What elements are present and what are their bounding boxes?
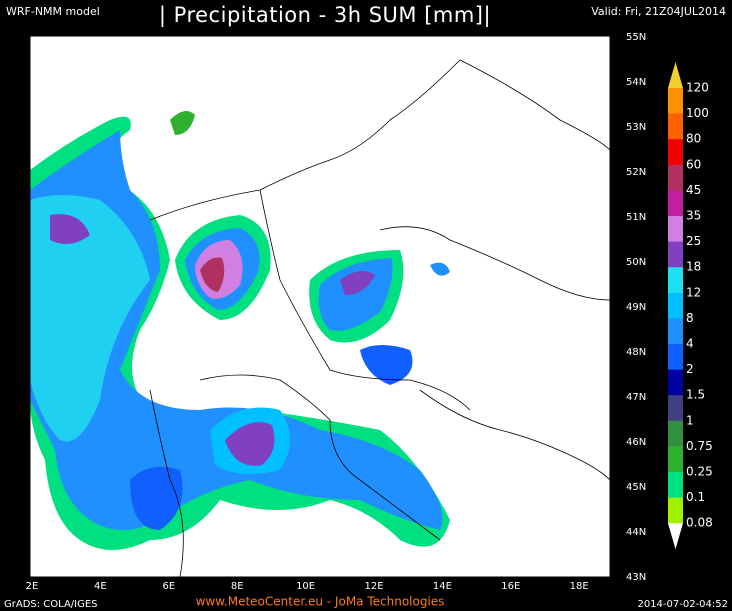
- legend-label: 35: [686, 209, 701, 223]
- longitude-label: 12E: [364, 581, 383, 592]
- latitude-label: 45N: [626, 482, 646, 493]
- legend-label: 0.75: [686, 439, 713, 453]
- legend-swatch: [668, 216, 683, 243]
- longitude-label: 18E: [570, 581, 589, 592]
- border: [149, 59, 610, 221]
- legend-swatch: [668, 369, 683, 396]
- legend-label: 1: [686, 413, 694, 427]
- latitude-label: 47N: [626, 392, 646, 403]
- model-label: WRF-NMM model: [6, 5, 100, 18]
- latitude-label: 46N: [626, 437, 646, 448]
- precip-area: [130, 466, 183, 530]
- latitude-label: 49N: [626, 302, 646, 313]
- precip-area: [30, 130, 443, 530]
- precip-area: [340, 271, 375, 295]
- legend-swatch: [668, 497, 683, 524]
- legend-swatch: [668, 113, 683, 140]
- latitude-label: 53N: [626, 122, 646, 133]
- legend-swatch: [668, 344, 683, 371]
- longitude-label: 10E: [296, 581, 315, 592]
- longitude-label: 4E: [94, 581, 107, 592]
- precip-area: [30, 195, 150, 442]
- legend-swatch: [668, 241, 683, 268]
- longitude-label: 16E: [501, 581, 520, 592]
- map-frame: [29, 35, 611, 578]
- precip-area: [170, 111, 195, 135]
- legend-swatch: [668, 267, 683, 294]
- latitude-label: 48N: [626, 347, 646, 358]
- legend-swatch: [668, 292, 683, 319]
- timestamp: 2014-07-02-04:52: [637, 599, 728, 610]
- map-area: [30, 36, 610, 577]
- legend-label: 1.5: [686, 388, 705, 402]
- legend-swatch: [668, 446, 683, 473]
- legend-label: 80: [686, 132, 701, 146]
- precip-area: [430, 262, 450, 276]
- legend-label: 120: [686, 81, 709, 95]
- latitude-label: 50N: [626, 257, 646, 268]
- map-title: | Precipitation - 3h SUM [mm]|: [159, 3, 491, 28]
- legend-arrow: [668, 523, 683, 550]
- legend-label: 8: [686, 311, 694, 325]
- legend-label: 2: [686, 362, 694, 376]
- precip-area: [50, 214, 90, 244]
- legend-label: 0.1: [686, 490, 705, 504]
- valid-time: Valid: Fri, 21Z04JUL2014: [591, 5, 726, 18]
- longitude-label: 6E: [162, 581, 175, 592]
- legend-label: 45: [686, 183, 701, 197]
- legend-label: 0.25: [686, 465, 713, 479]
- legend-label: 100: [686, 106, 709, 120]
- latitude-label: 43N: [626, 572, 646, 583]
- longitude-label: 2E: [26, 581, 39, 592]
- latitude-labels: 55N 54N 53N 52N 51N 50N 49N 48N 47N 46N 45N 44N 43N: [626, 32, 646, 583]
- legend-label: 25: [686, 234, 701, 248]
- country-borders: [149, 59, 610, 577]
- legend-swatch: [668, 420, 683, 447]
- legend-swatch: [668, 472, 683, 499]
- longitude-label: 14E: [433, 581, 452, 592]
- legend-label: 0.08: [686, 516, 713, 530]
- latitude-label: 44N: [626, 527, 646, 538]
- legend-swatch: [668, 190, 683, 217]
- website-credit: www.MeteoCenter.eu - JoMa Technologies: [196, 595, 445, 609]
- legend-swatch: [668, 395, 683, 422]
- latitude-label: 55N: [626, 32, 646, 43]
- legend-arrow: [668, 62, 683, 88]
- border: [199, 374, 441, 541]
- border: [259, 189, 471, 411]
- legend-swatch: [668, 88, 683, 115]
- latitude-label: 52N: [626, 167, 646, 178]
- software-credit: GrADS: COLA/IGES: [4, 599, 98, 610]
- precip-area: [200, 257, 225, 292]
- color-legend: 120 100 80 60 45 35 25 18 12 8 4 2 1.5 1 0.75 0.25 0.1 0.…: [668, 62, 713, 550]
- legend-label: 18: [686, 260, 701, 274]
- border: [149, 389, 184, 577]
- legend-label: 60: [686, 157, 701, 171]
- legend-swatch: [668, 139, 683, 166]
- legend-swatch: [668, 318, 683, 345]
- precip-area: [225, 422, 275, 466]
- longitude-labels: 2E 4E 6E 8E 10E 12E 14E 16E 18E: [26, 581, 589, 592]
- latitude-label: 54N: [626, 77, 646, 88]
- precip-area: [360, 345, 413, 385]
- legend-label: 4: [686, 337, 694, 351]
- longitude-label: 8E: [231, 581, 244, 592]
- legend-label: 12: [686, 285, 701, 299]
- border: [419, 389, 610, 481]
- border: [379, 226, 610, 301]
- precipitation-field: [30, 111, 450, 551]
- legend-swatch: [668, 164, 683, 191]
- latitude-label: 51N: [626, 212, 646, 223]
